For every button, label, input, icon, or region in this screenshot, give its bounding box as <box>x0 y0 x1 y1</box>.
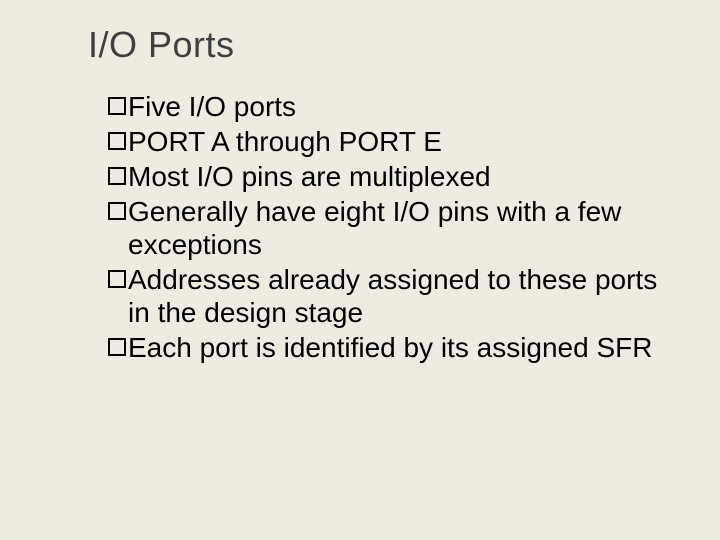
slide-body: Five I/O ports PORT A through PORT E Mos… <box>108 90 660 364</box>
list-item: PORT A through PORT E <box>108 125 660 158</box>
bullet-text: Generally have eight I/O pins with a few… <box>128 195 660 261</box>
bullet-box-icon <box>108 270 126 288</box>
bullet-text: Five I/O ports <box>128 90 296 123</box>
list-item: Generally have eight I/O pins with a few… <box>108 195 660 261</box>
bullet-box-icon <box>108 167 126 185</box>
list-item: Addresses already assigned to these port… <box>108 263 660 329</box>
bullet-text: PORT A through PORT E <box>128 125 442 158</box>
list-item: Each port is identified by its assigned … <box>108 331 660 364</box>
slide: I/O Ports Five I/O ports PORT A through … <box>0 0 720 540</box>
bullet-box-icon <box>108 202 126 220</box>
list-item: Five I/O ports <box>108 90 660 123</box>
slide-title: I/O Ports <box>88 24 720 66</box>
bullet-box-icon <box>108 132 126 150</box>
bullet-box-icon <box>108 338 126 356</box>
bullet-text: Each port is identified by its assigned … <box>128 331 652 364</box>
bullet-text: Most I/O pins are multiplexed <box>128 160 491 193</box>
bullet-text: Addresses already assigned to these port… <box>128 263 660 329</box>
list-item: Most I/O pins are multiplexed <box>108 160 660 193</box>
bullet-box-icon <box>108 97 126 115</box>
